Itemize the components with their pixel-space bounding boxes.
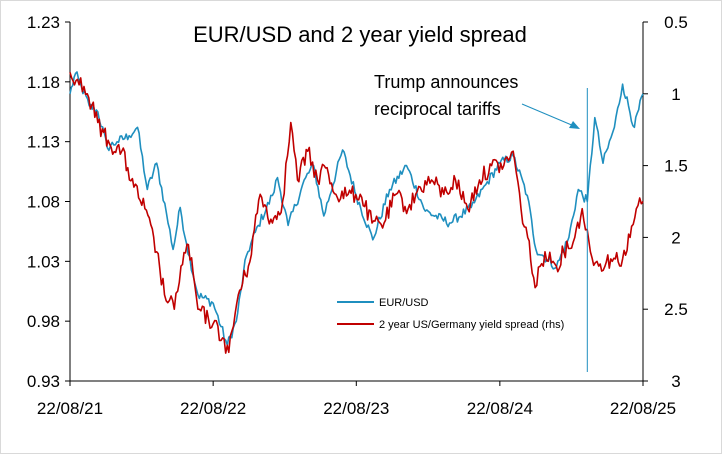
x-tick-label: 22/08/21: [37, 399, 103, 418]
y-right-tick-label: 2.5: [664, 300, 688, 319]
annotation-text-line2: reciprocal tariffs: [374, 99, 501, 119]
y-left-tick-label: 0.98: [27, 312, 60, 331]
y-right-tick-label: 2: [671, 228, 680, 247]
y-left-tick-label: 1.08: [27, 193, 60, 212]
y-right-tick-label: 1: [671, 85, 680, 104]
axes: 0.93 0.98 1.03 1.08 1.13 1.18 1.23 0.5 1 1.5 2 2.5 3…: [27, 13, 688, 418]
y-right-tick-label: 3: [671, 372, 680, 391]
legend-label: 2 year US/Germany yield spread (rhs): [379, 319, 564, 331]
y-left-tick-label: 1.23: [27, 13, 60, 32]
x-tick-label: 22/08/25: [610, 399, 676, 418]
series-layer: [69, 71, 644, 354]
y-right-tick-label: 1.5: [664, 157, 688, 176]
annotation-arrow-line: [521, 103, 575, 127]
y-right-tick-label: 0.5: [664, 13, 688, 32]
x-tick-label: 22/08/24: [467, 399, 533, 418]
x-tick-label: 22/08/22: [180, 399, 246, 418]
y-left-tick-label: 1.13: [27, 133, 60, 152]
annotation: Trump announces reciprocal tariffs: [374, 72, 588, 372]
y-left-tick-label: 1.18: [27, 73, 60, 92]
y-left-tick-label: 0.93: [27, 372, 60, 391]
legend-label: EUR/USD: [379, 297, 429, 309]
yield-spread-line: [69, 72, 644, 354]
eurusd-line: [69, 71, 644, 346]
legend: EUR/USD 2 year US/Germany yield spread (r…: [337, 297, 564, 331]
x-tick-label: 22/08/23: [323, 399, 389, 418]
annotation-text-line1: Trump announces: [374, 72, 518, 92]
annotation-arrow-head: [569, 121, 580, 129]
chart-title: EUR/USD and 2 year yield spread: [193, 22, 527, 47]
y-left-tick-label: 1.03: [27, 252, 60, 271]
